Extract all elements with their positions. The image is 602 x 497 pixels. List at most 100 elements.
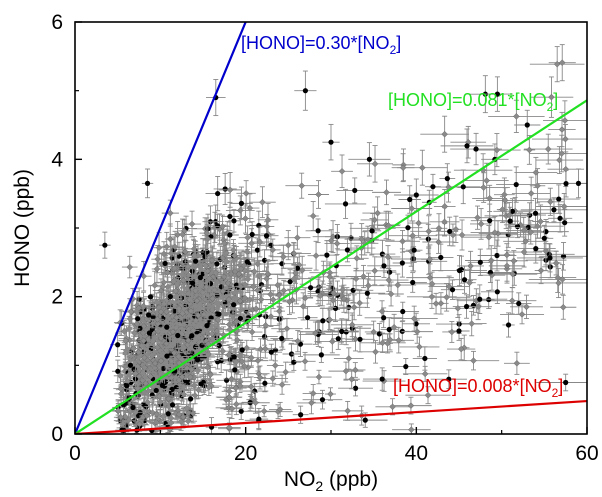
data-point: [391, 153, 415, 183]
data-point: [537, 184, 580, 214]
data-point: [428, 243, 454, 272]
data-point: [230, 186, 253, 221]
y-tick-label: 2: [51, 286, 63, 309]
y-axis-title: HONO (ppb): [11, 169, 34, 287]
data-point: [525, 267, 587, 299]
data-point: [514, 109, 541, 141]
data-point: [319, 278, 348, 308]
data-point: [257, 203, 279, 237]
data-point: [440, 298, 475, 318]
data-point: [393, 214, 423, 241]
data-point: [372, 179, 401, 206]
line-label-green: [HONO]=0.081*[NO2]: [388, 90, 558, 114]
data-point: [99, 231, 111, 259]
data-point: [325, 387, 336, 401]
data-point: [520, 197, 587, 223]
x-tick-label: 60: [575, 442, 598, 465]
data-point: [134, 317, 146, 340]
data-point: [240, 193, 260, 223]
data-point: [253, 405, 276, 418]
data-point: [282, 256, 313, 280]
data-point: [568, 168, 587, 199]
regression-line-2: [75, 399, 587, 434]
x-tick-label: 20: [234, 442, 257, 465]
data-point: [273, 374, 291, 395]
data-point: [380, 317, 398, 342]
data-point: [503, 351, 530, 375]
y-tick-label: 4: [51, 148, 63, 171]
x-axis-title: NO2 (ppb): [284, 468, 378, 494]
data-point: [213, 173, 237, 205]
data-point: [463, 268, 476, 297]
data-point: [488, 260, 538, 289]
data-point: [178, 219, 191, 243]
data-point: [375, 245, 401, 269]
data-point: [305, 218, 331, 244]
data-point: [164, 223, 176, 255]
x-tick-label: 40: [405, 442, 428, 465]
data-point: [307, 201, 319, 231]
data-point: [249, 186, 276, 219]
data-point: [394, 178, 439, 212]
data-point: [306, 369, 332, 385]
data-point: [237, 203, 254, 234]
data-point: [231, 331, 244, 349]
data-point: [266, 354, 284, 377]
data-point: [151, 254, 163, 284]
data-point: [218, 172, 242, 208]
data-point: [357, 145, 394, 183]
data-point: [122, 411, 135, 429]
data-point: [177, 239, 194, 264]
data-point: [322, 123, 340, 161]
data-point: [383, 328, 397, 351]
data-point: [452, 284, 508, 315]
data-point: [141, 168, 154, 199]
data-point: [111, 359, 124, 383]
data-point: [330, 312, 374, 338]
data-point: [494, 177, 515, 212]
data-point: [510, 294, 543, 320]
data-point: [476, 187, 535, 214]
data-point: [529, 134, 587, 173]
data-point: [550, 294, 577, 320]
data-point: [523, 243, 575, 266]
data-point: [205, 176, 230, 212]
data-point: [447, 350, 500, 371]
y-tick-label: 0: [51, 423, 63, 446]
data-point: [548, 44, 576, 82]
data-point: [121, 255, 138, 279]
y-tick-label: 6: [51, 11, 63, 34]
data-point: [269, 401, 292, 417]
data-point: [333, 347, 364, 370]
data-point: [338, 380, 374, 397]
data-point: [529, 46, 585, 83]
data-point: [392, 358, 420, 375]
data-point: [420, 115, 469, 153]
data-point: [450, 125, 487, 159]
scatter-points: [99, 44, 587, 434]
data-point: [291, 330, 304, 353]
data-point: [228, 209, 240, 233]
data-point: [514, 156, 558, 188]
data-point: [447, 337, 476, 361]
data-point: [464, 162, 509, 199]
data-point: [183, 210, 202, 238]
data-point: [348, 142, 391, 177]
data-point: [328, 361, 364, 381]
data-point: [174, 408, 192, 426]
line-label-red: [HONO]=0.008*[NO2]: [393, 376, 563, 400]
data-point: [253, 338, 278, 359]
data-point: [151, 388, 168, 405]
data-point: [473, 133, 521, 168]
data-point: [324, 188, 367, 219]
data-point: [230, 378, 250, 393]
data-point: [550, 250, 562, 276]
data-point: [220, 398, 244, 419]
line-label-blue: [HONO]=0.30*[NO2]: [241, 33, 401, 57]
data-point: [502, 312, 515, 338]
data-point: [506, 292, 532, 315]
data-point: [345, 362, 366, 378]
data-point: [251, 327, 278, 346]
data-point: [302, 346, 340, 363]
